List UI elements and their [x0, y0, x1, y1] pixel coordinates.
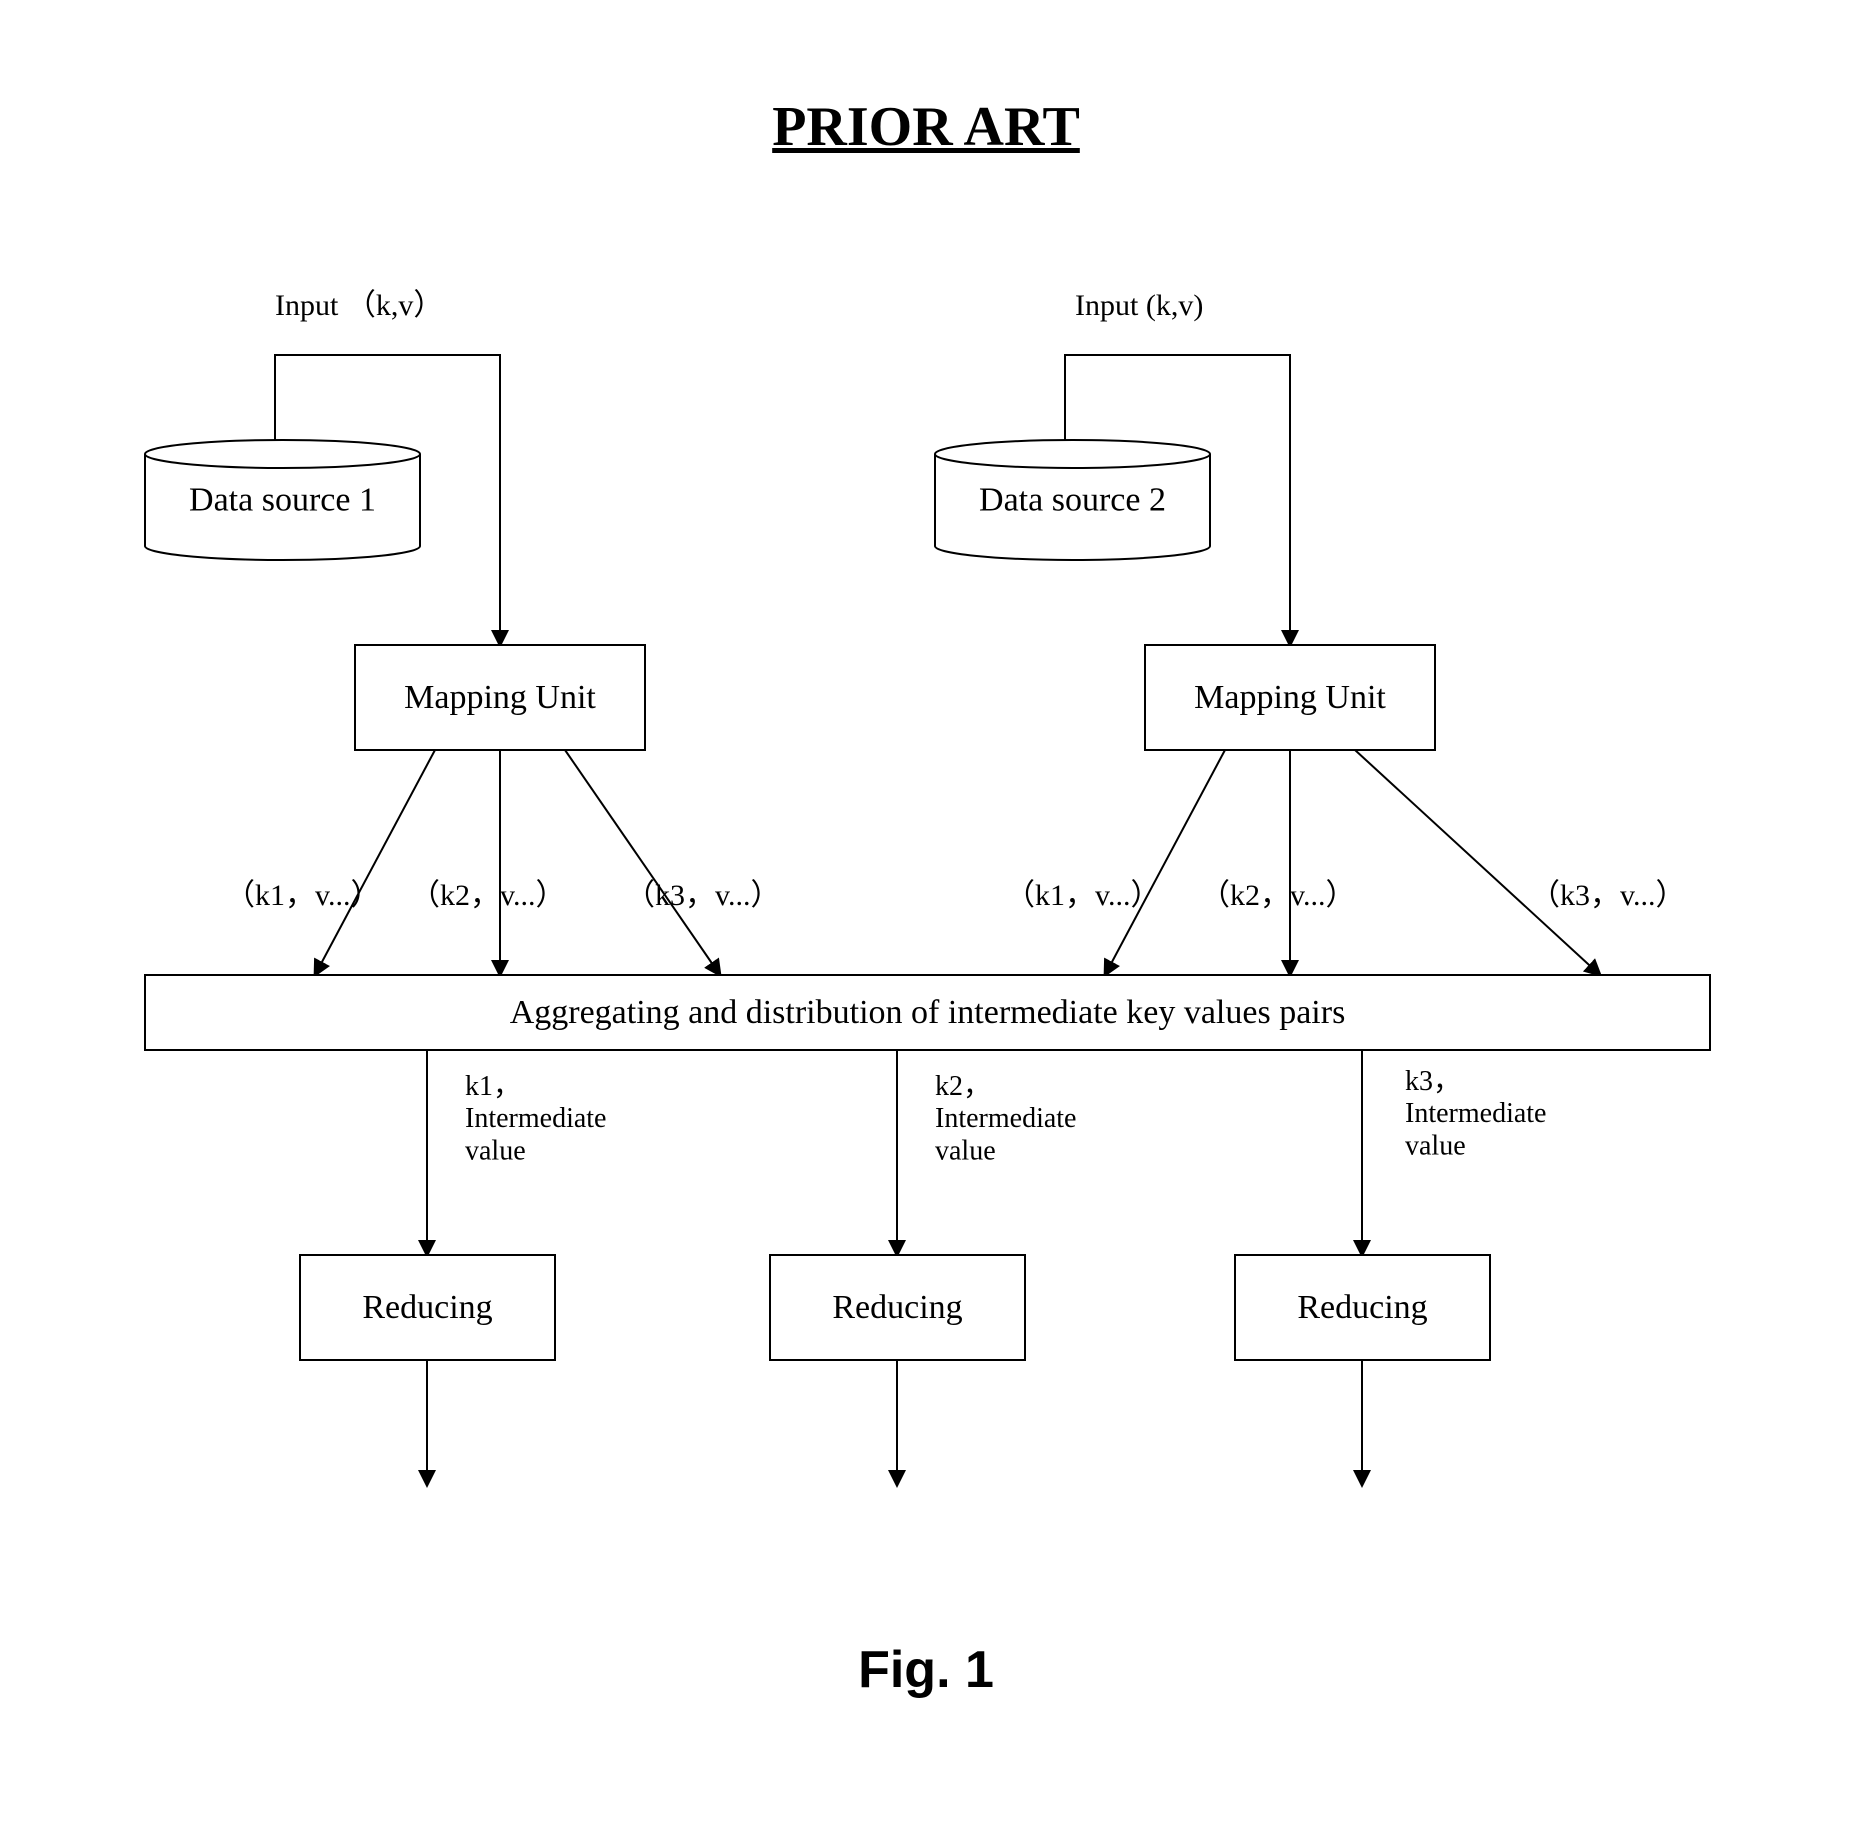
edge-e_map2_a	[1105, 750, 1225, 975]
page-title: PRIOR ART	[0, 95, 1852, 159]
node-label-red1: Reducing	[362, 1289, 492, 1326]
label-k2a: （k2，v...）	[410, 879, 566, 912]
label-k1b: （k1，v...）	[1005, 879, 1161, 912]
flowchart-svg: Data source 1 Data source 2 Mapping Unit Ma…	[0, 0, 1852, 1829]
node-map2: Mapping Unit	[1145, 645, 1435, 750]
node-red2: Reducing	[770, 1255, 1025, 1360]
node-label-ds1: Data source 1	[189, 482, 376, 519]
mlabel-ml1: k1，Intermediatevalue	[465, 1071, 606, 1166]
edge-e_map2_c	[1355, 750, 1600, 975]
node-ds1: Data source 1	[145, 440, 420, 560]
edge-e_map1_a	[315, 750, 435, 975]
label-k3a: （k3，v...）	[625, 879, 781, 912]
node-map1: Mapping Unit	[355, 645, 645, 750]
label-in2: Input (k,v)	[1075, 289, 1203, 322]
node-label-ds2: Data source 2	[979, 482, 1166, 519]
node-red1: Reducing	[300, 1255, 555, 1360]
node-ds2: Data source 2	[935, 440, 1210, 560]
node-agg: Aggregating and distribution of intermed…	[145, 975, 1710, 1050]
figure-caption: Fig. 1	[0, 1640, 1852, 1700]
node-label-agg: Aggregating and distribution of intermed…	[510, 994, 1346, 1031]
label-in1: Input （k,v）	[275, 289, 443, 322]
edge-e_map1_c	[565, 750, 720, 975]
node-red3: Reducing	[1235, 1255, 1490, 1360]
mlabel-ml2: k2，Intermediatevalue	[935, 1071, 1076, 1166]
diagram-page: PRIOR ART Data source 1 Data source 2 Mapp…	[0, 0, 1852, 1829]
node-label-map2: Mapping Unit	[1194, 679, 1386, 716]
label-k3b: （k3，v...）	[1530, 879, 1686, 912]
mlabel-ml3: k3，Intermediatevalue	[1405, 1066, 1546, 1161]
node-label-red2: Reducing	[832, 1289, 962, 1326]
node-label-red3: Reducing	[1297, 1289, 1427, 1326]
node-label-map1: Mapping Unit	[404, 679, 596, 716]
label-k2b: （k2，v...）	[1200, 879, 1356, 912]
label-k1a: （k1，v...）	[225, 879, 381, 912]
